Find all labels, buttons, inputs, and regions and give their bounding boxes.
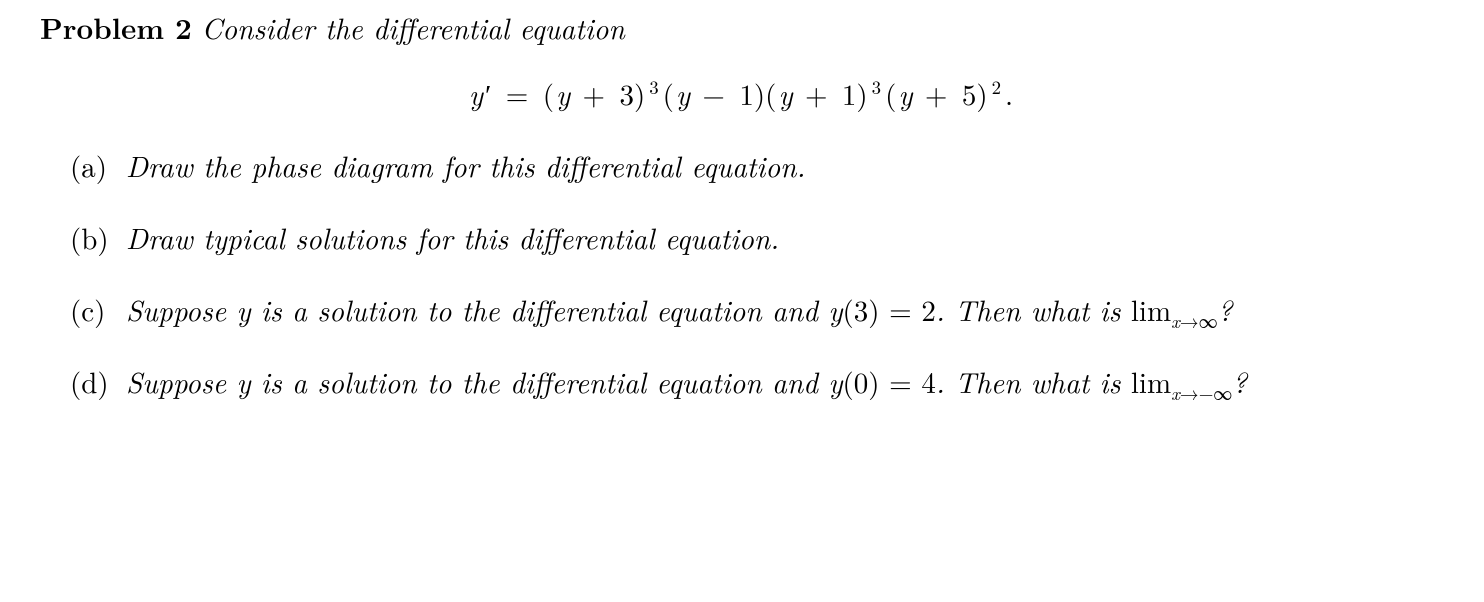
equation: y′ = (y + 3)3(y − 1)(y + 1)3(y + 5)2. [40,73,1444,115]
part-text: Suppose y is a solution to the different… [126,289,1232,330]
part-label: (c) [70,289,105,331]
problem-label: Problem 2 [40,6,192,48]
part-b: (b) Draw typical solutions for this diff… [70,217,1444,259]
part-label: (b) [70,217,109,259]
problem-page: Problem 2 Consider the differential equa… [0,0,1484,457]
problem-heading: Problem 2 Consider the differential equa… [40,6,1444,49]
part-label: (a) [70,145,107,187]
part-d: (d) Suppose y is a solution to the diffe… [70,361,1444,403]
part-c: (c) Suppose y is a solution to the diffe… [70,289,1444,331]
part-text: Draw the phase diagram for this differen… [126,145,805,186]
part-text: Draw typical solutions for this differen… [126,217,779,258]
problem-intro: Consider the differential equation [202,7,625,48]
part-a: (a) Draw the phase diagram for this diff… [70,145,1444,187]
part-label: (d) [70,361,109,403]
parts-list: (a) Draw the phase diagram for this diff… [40,145,1444,403]
part-text: Suppose y is a solution to the different… [126,361,1247,402]
